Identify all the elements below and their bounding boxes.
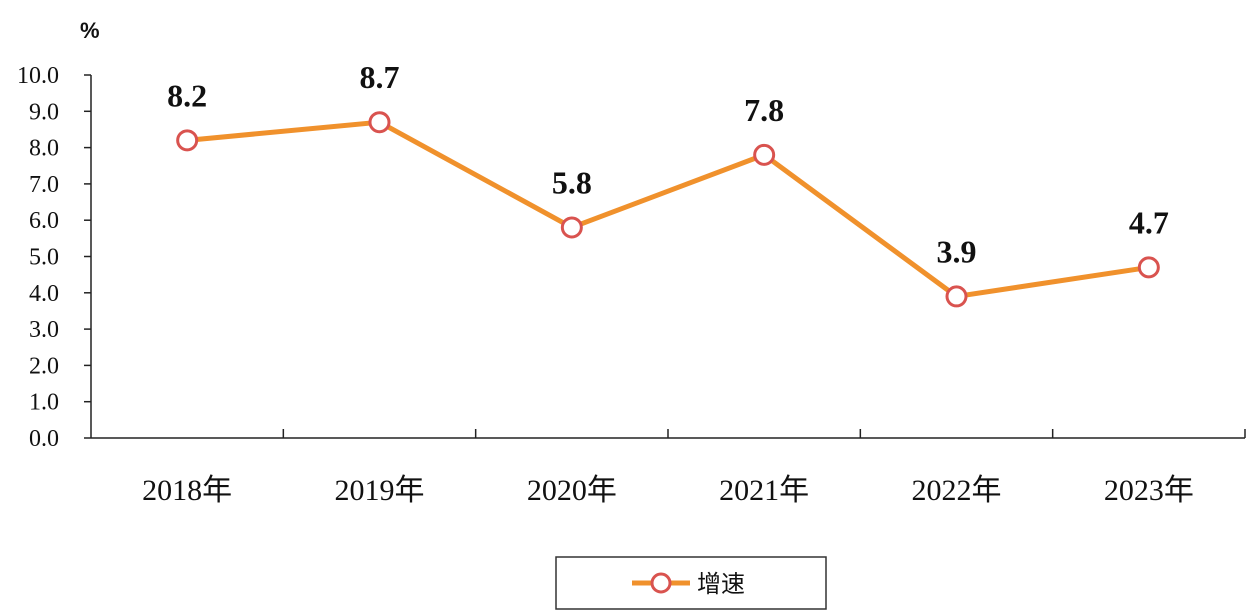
data-label: 8.2 <box>167 77 207 113</box>
data-point <box>560 216 583 239</box>
data-label: 4.7 <box>1129 204 1169 240</box>
data-point <box>368 111 391 134</box>
series-line <box>186 119 1150 299</box>
legend-box <box>555 556 827 610</box>
y-tick-label: 10.0 <box>17 63 59 89</box>
legend-marker-sample <box>650 572 672 594</box>
data-point <box>945 285 968 308</box>
x-tick-label: 2023年 <box>1104 474 1194 507</box>
legend: 增速 <box>555 556 827 610</box>
y-tick-label: 6.0 <box>29 208 59 234</box>
data-point <box>753 143 776 166</box>
y-tick-label: 2.0 <box>29 353 59 379</box>
x-tick-label: 2021年 <box>719 474 809 507</box>
y-tick-label: 3.0 <box>29 317 59 343</box>
data-labels: 8.2 8.7 5.8 7.8 3.9 4.7 <box>167 59 1169 269</box>
data-point <box>1137 256 1160 279</box>
y-tick-label: 4.0 <box>29 281 59 307</box>
x-tick-label: 2019年 <box>335 474 425 507</box>
data-label: 8.7 <box>360 59 400 95</box>
x-tick-label: 2020年 <box>527 474 617 507</box>
y-tick-labels: 0.0 1.0 2.0 3.0 4.0 5.0 6.0 7.0 8.0 9.0 10.0 <box>17 63 59 452</box>
data-point <box>176 129 199 152</box>
y-tick-label: 1.0 <box>29 390 59 416</box>
axes <box>84 74 1246 439</box>
data-label: 5.8 <box>552 164 592 200</box>
legend-label: 增速 <box>697 570 745 598</box>
data-label: 3.9 <box>937 233 977 269</box>
data-label: 7.8 <box>744 92 784 128</box>
x-tick-labels: 2018年 2019年 2020年 2021年 2022年 2023年 <box>142 474 1194 507</box>
y-tick-label: 7.0 <box>29 172 59 198</box>
y-tick-label: 9.0 <box>29 99 59 125</box>
y-tick-label: 8.0 <box>29 136 59 162</box>
y-tick-label: 5.0 <box>29 245 59 271</box>
x-tick-label: 2022年 <box>912 474 1002 507</box>
series-group <box>176 111 1160 308</box>
x-tick-label: 2018年 <box>142 474 232 507</box>
y-tick-label: 0.0 <box>29 426 59 452</box>
y-axis-unit-label: % <box>80 18 100 43</box>
